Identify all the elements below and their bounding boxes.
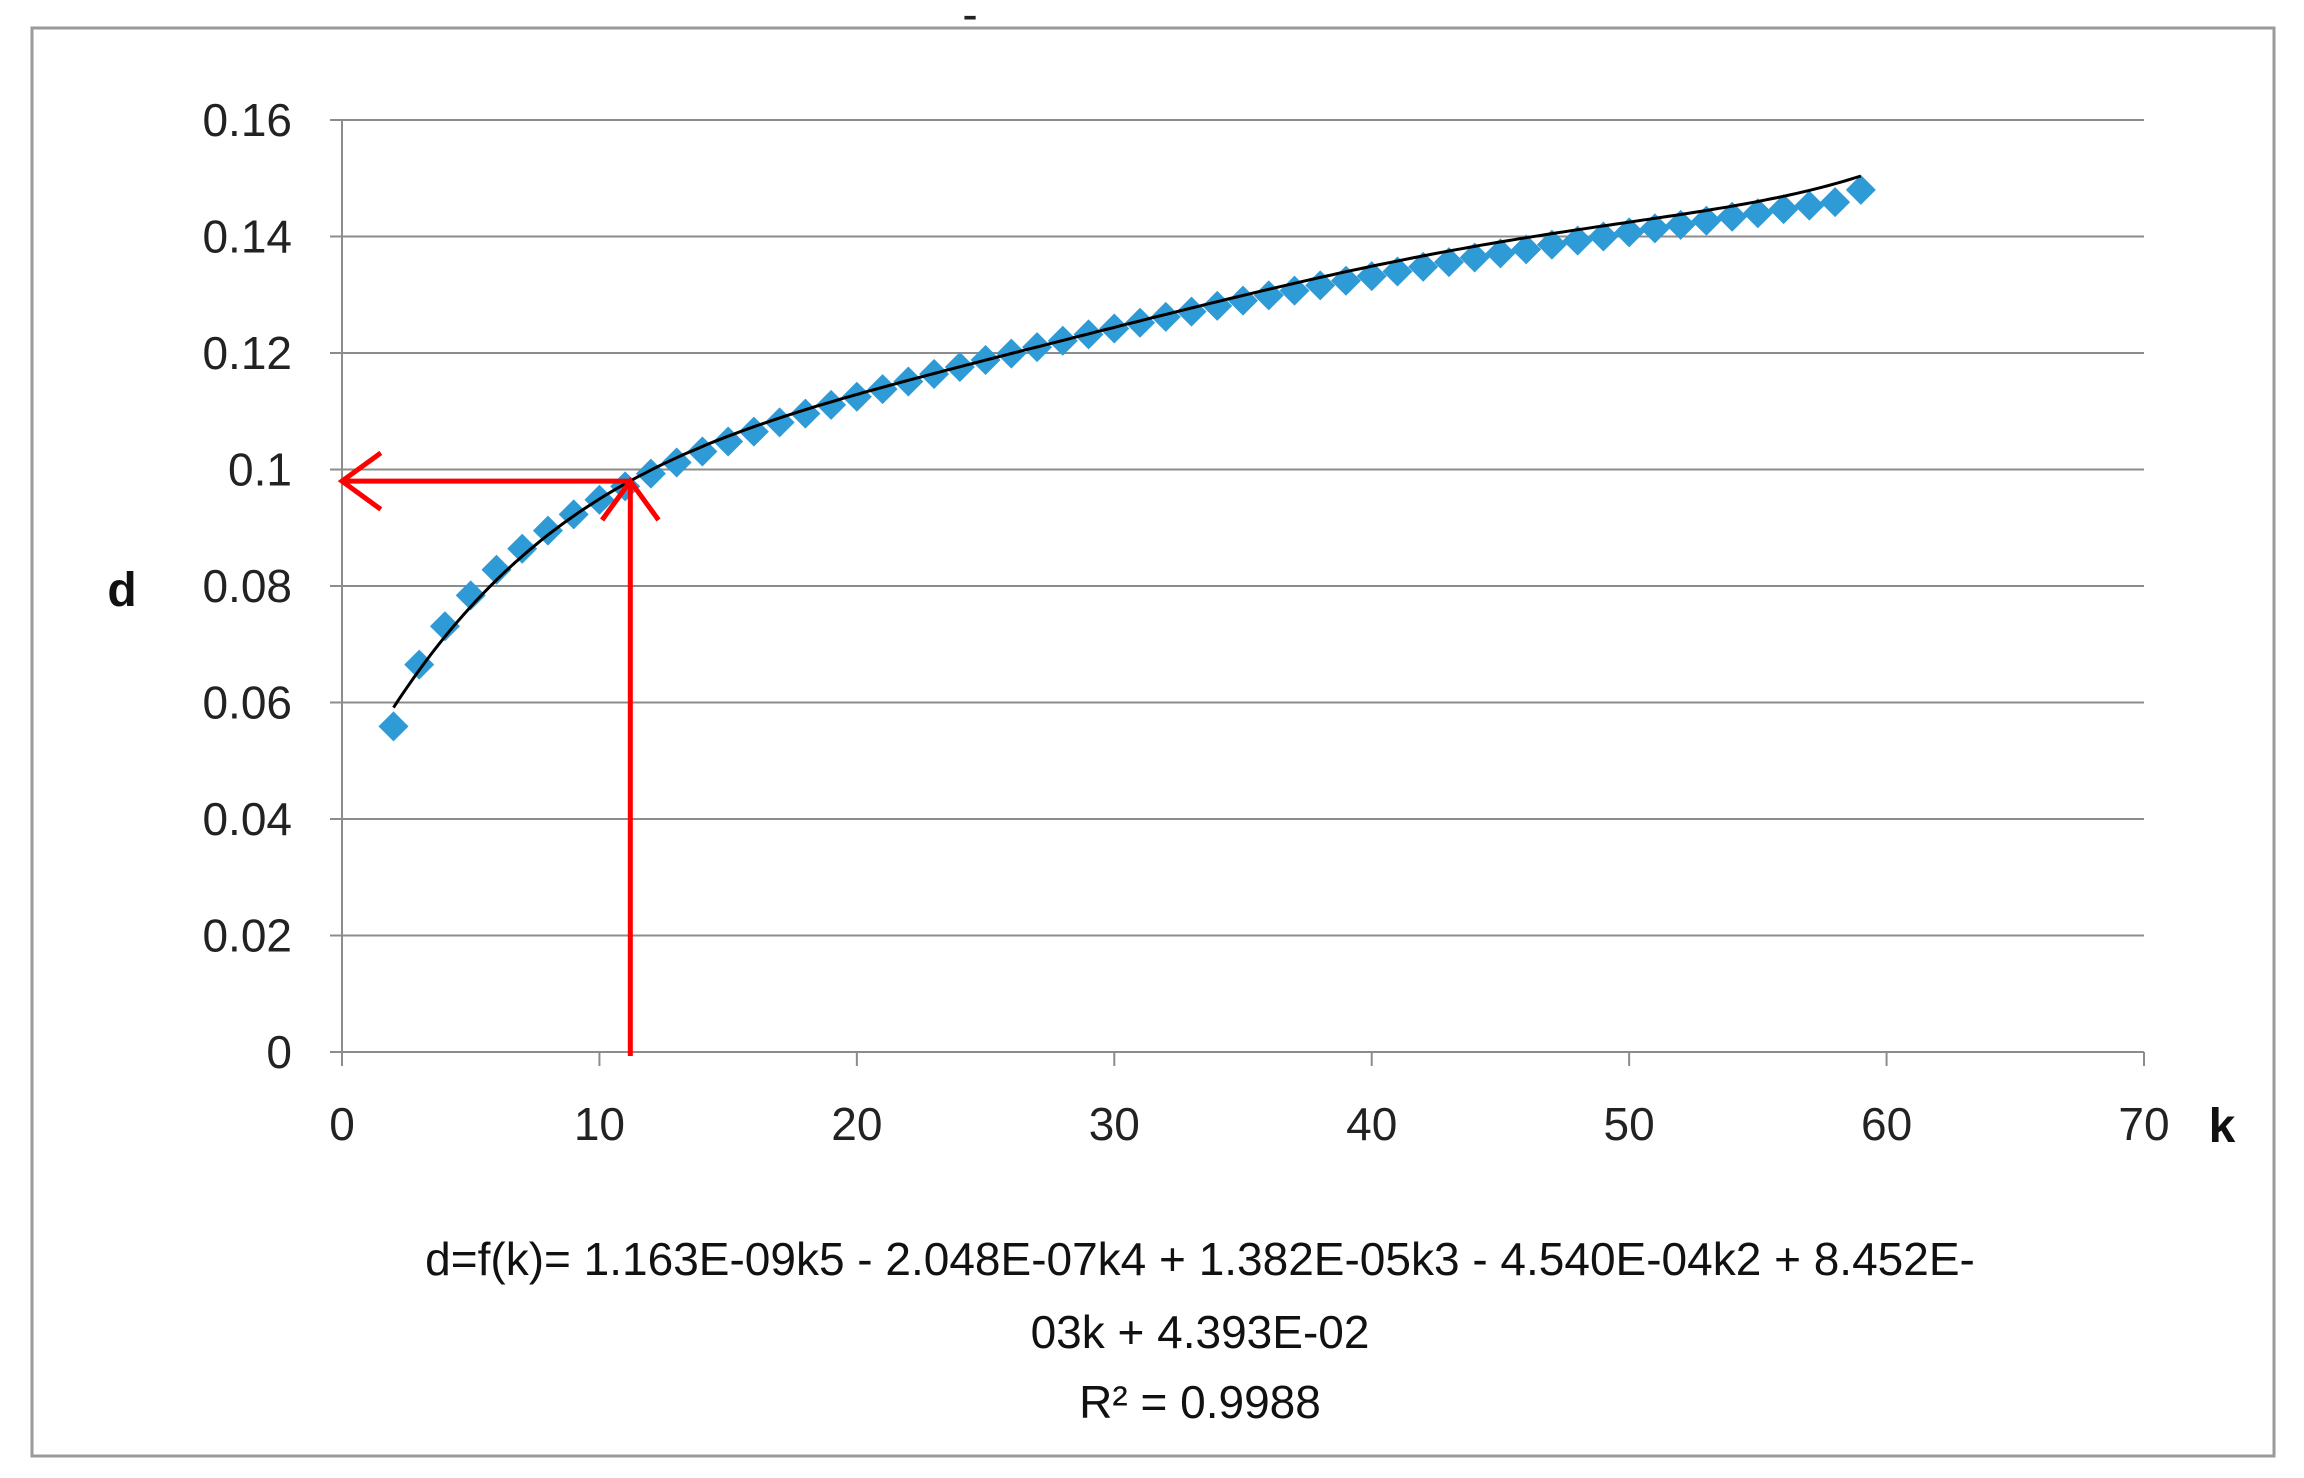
data-point	[841, 381, 872, 412]
data-point	[455, 580, 486, 611]
data-point	[1614, 217, 1645, 248]
data-point	[1820, 187, 1851, 218]
data-point	[507, 533, 538, 564]
data-point	[1768, 194, 1799, 225]
data-point	[1408, 251, 1439, 282]
y-tick-label: 0.12	[202, 327, 292, 379]
data-point	[378, 711, 409, 742]
x-tick-label: 30	[1089, 1098, 1140, 1150]
data-point	[1511, 234, 1542, 265]
data-point	[1845, 174, 1876, 205]
data-point	[481, 554, 512, 585]
x-tick-label: 20	[831, 1098, 882, 1150]
y-tick-label: 0.08	[202, 560, 292, 612]
x-tick-label: 40	[1346, 1098, 1397, 1150]
data-point	[1459, 242, 1490, 273]
data-point	[1717, 201, 1748, 232]
equation-line-1: d=f(k)= 1.163E-09k5 - 2.048E-07k4 + 1.38…	[425, 1233, 1975, 1285]
trendline	[392, 174, 1862, 709]
data-point	[532, 515, 563, 546]
data-point	[429, 611, 460, 642]
x-tick-label: 70	[2118, 1098, 2169, 1150]
x-axis-title: k	[2209, 1100, 2236, 1153]
x-tick-label: 60	[1861, 1098, 1912, 1150]
chart-title: -	[962, 0, 977, 40]
data-point	[404, 649, 435, 680]
data-point	[1562, 225, 1593, 256]
annotation-arrow-head	[337, 450, 383, 512]
y-tick-label: 0.02	[202, 910, 292, 962]
data-point	[1588, 221, 1619, 252]
data-point	[816, 389, 847, 420]
x-tick-label: 10	[574, 1098, 625, 1150]
r-squared-label: R² = 0.9988	[1079, 1376, 1321, 1428]
y-tick-label: 0.1	[228, 444, 292, 496]
annotation-arrows	[337, 450, 661, 1056]
data-point	[1485, 238, 1516, 269]
data-point	[1665, 209, 1696, 240]
data-point	[1794, 190, 1825, 221]
chart-border	[30, 26, 2276, 1458]
equation-line-2: 03k + 4.393E-02	[1031, 1306, 1370, 1358]
data-point	[1536, 229, 1567, 260]
y-axis: 0 0.02 0.04 0.06 0.08 0.1 0.12 0.14 0.16	[202, 94, 343, 1078]
data-point	[1279, 275, 1310, 306]
y-tick-label: 0.04	[202, 793, 292, 845]
data-point	[1125, 307, 1156, 338]
trendline-equation: d=f(k)= 1.163E-09k5 - 2.048E-07k4 + 1.38…	[425, 1233, 1975, 1428]
data-point	[867, 374, 898, 405]
data-series	[378, 174, 1876, 742]
y-tick-label: 0.06	[202, 677, 292, 729]
data-point	[1691, 205, 1722, 236]
data-point	[1150, 301, 1181, 332]
data-point	[1176, 296, 1207, 327]
y-axis-title: d	[107, 564, 136, 617]
x-axis: 0 10 20 30 40 50 60 70	[329, 1051, 2170, 1150]
y-tick-label: 0.14	[202, 211, 292, 263]
y-tick-label: 0.16	[202, 94, 292, 146]
x-tick-label: 50	[1604, 1098, 1655, 1150]
y-tick-label: 0	[266, 1026, 292, 1078]
x-tick-label: 0	[329, 1098, 355, 1150]
data-point	[1433, 247, 1464, 278]
data-point	[1742, 198, 1773, 229]
